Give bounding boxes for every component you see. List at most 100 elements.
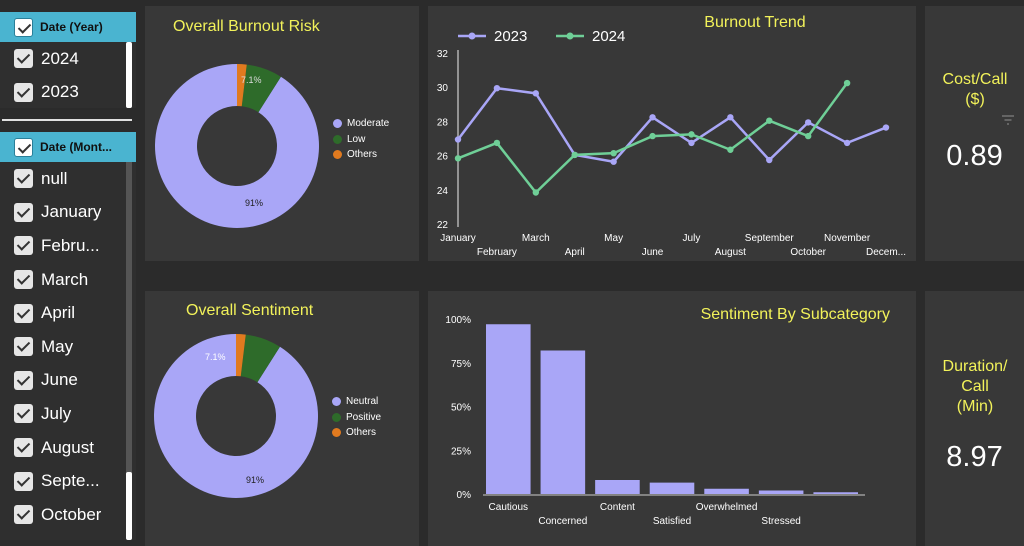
data-point-2023[interactable]: [843, 139, 851, 147]
data-point-2024[interactable]: [571, 151, 578, 159]
legend-label-2024: 2024: [592, 28, 625, 45]
year-filter: Date (Year) 2024 2023: [0, 12, 136, 108]
year-scrollbar[interactable]: [126, 42, 132, 108]
month-label: March: [41, 269, 89, 289]
data-point-2024[interactable]: [610, 149, 617, 157]
data-point-2023[interactable]: [532, 90, 540, 97]
select-all-checkbox[interactable]: [14, 137, 33, 157]
burnout-trend-card: 22 24 26 28 30 32 January February March April May…: [428, 6, 916, 261]
month-item[interactable]: January: [0, 196, 136, 230]
month-filter-title: Date (Mont...: [40, 140, 112, 154]
data-point-2023[interactable]: [454, 136, 462, 143]
data-point-2023[interactable]: [766, 156, 773, 164]
duration-title-line: Duration/: [942, 358, 1008, 375]
sentiment-slice-others[interactable]: [236, 334, 246, 377]
bar-other[interactable]: [813, 492, 858, 494]
burnout-slice-low[interactable]: [241, 64, 281, 113]
sentiment-slice-positive[interactable]: [240, 334, 280, 383]
y-tick-label: 25%: [451, 446, 471, 457]
month-item[interactable]: May: [0, 330, 136, 364]
month-item[interactable]: March: [0, 263, 136, 297]
month-item[interactable]: April: [0, 296, 136, 330]
data-point-2023[interactable]: [493, 85, 501, 92]
month-item[interactable]: July: [0, 397, 136, 431]
month-scrollbar[interactable]: [126, 472, 132, 540]
legend-item-positive: Positive: [332, 410, 381, 426]
data-point-2024[interactable]: [843, 79, 851, 87]
data-point-2024[interactable]: [532, 189, 540, 196]
checkbox[interactable]: [14, 404, 33, 424]
data-point-2024[interactable]: [766, 117, 773, 124]
donut-label-low: 7.1%: [241, 75, 262, 85]
month-item[interactable]: June: [0, 364, 136, 398]
month-item[interactable]: Febru...: [0, 229, 136, 263]
data-point-2023[interactable]: [804, 119, 812, 126]
checkbox[interactable]: [14, 202, 33, 222]
bar-cautious[interactable]: [486, 324, 531, 494]
x-tick-label: Stressed: [761, 516, 800, 527]
legend-label-2023: 2023: [494, 28, 527, 45]
data-point-2023[interactable]: [882, 124, 890, 131]
checkbox[interactable]: [14, 270, 33, 290]
month-item[interactable]: Septe...: [0, 464, 136, 498]
year-filter-header[interactable]: Date (Year): [0, 12, 136, 42]
data-point-2023[interactable]: [688, 139, 695, 147]
checkbox[interactable]: [14, 438, 33, 458]
bar-stressed[interactable]: [758, 490, 804, 495]
y-tick-label: 0%: [457, 490, 472, 501]
y-tick-label: 24: [437, 186, 449, 197]
duration-title-line: Call: [961, 378, 989, 395]
month-item[interactable]: August: [0, 431, 136, 465]
year-item[interactable]: 2023: [0, 76, 136, 110]
bar-concerned[interactable]: [540, 350, 586, 495]
data-point-2024[interactable]: [804, 132, 812, 140]
data-point-2024[interactable]: [688, 131, 695, 138]
month-label: July: [41, 403, 72, 423]
donut-label-neutral: 91%: [246, 475, 264, 485]
data-point-2023[interactable]: [610, 158, 617, 165]
month-label: null: [41, 168, 68, 188]
series-line-2023: [457, 86, 887, 164]
data-point-2024[interactable]: [454, 155, 462, 162]
duration-per-call-card: Duration/ Call (Min) 8.97: [925, 291, 1024, 546]
duration-per-call-title: Duration/ Call (Min): [929, 357, 1021, 417]
donut-label-moderate: 91%: [245, 198, 263, 208]
checkbox[interactable]: [14, 169, 33, 189]
data-point-2024[interactable]: [727, 146, 734, 153]
month-label: May: [41, 336, 74, 356]
x-tick-label: Concerned: [538, 516, 587, 527]
sentiment-slice-neutral[interactable]: [153, 334, 318, 498]
burnout-slice-others[interactable]: [237, 64, 247, 107]
year-filter-title: Date (Year): [40, 20, 103, 34]
year-item[interactable]: 2024: [0, 42, 136, 76]
x-tick-label: June: [642, 247, 664, 258]
month-filter-header[interactable]: Date (Mont...: [0, 132, 136, 162]
x-tick-label: May: [604, 233, 623, 244]
legend-item-others: Others: [333, 147, 389, 163]
burnout-risk-legend: Moderate Low Others: [333, 116, 389, 163]
month-item[interactable]: null: [0, 162, 136, 196]
x-tick-label: Content: [600, 502, 635, 513]
checkbox[interactable]: [14, 303, 33, 323]
bar-overwhelmed[interactable]: [704, 488, 749, 494]
checkbox[interactable]: [14, 505, 33, 525]
bar-satisfied[interactable]: [649, 482, 695, 494]
select-all-checkbox[interactable]: [14, 17, 33, 37]
data-point-2023[interactable]: [727, 114, 734, 121]
legend-item-low: Low: [333, 132, 389, 148]
y-tick-label: 30: [437, 83, 449, 94]
checkbox[interactable]: [14, 337, 33, 357]
checkbox[interactable]: [14, 370, 33, 390]
checkbox[interactable]: [14, 49, 33, 69]
filter-icon[interactable]: [1002, 112, 1014, 125]
x-tick-label: September: [745, 233, 795, 244]
month-item[interactable]: October: [0, 498, 136, 532]
data-point-2024[interactable]: [649, 132, 656, 140]
checkbox[interactable]: [14, 471, 33, 491]
bar-content[interactable]: [595, 480, 640, 494]
data-point-2024[interactable]: [493, 139, 501, 147]
data-point-2023[interactable]: [649, 114, 656, 121]
checkbox[interactable]: [14, 236, 33, 256]
burnout-slice-moderate[interactable]: [155, 64, 319, 228]
checkbox[interactable]: [14, 82, 33, 102]
